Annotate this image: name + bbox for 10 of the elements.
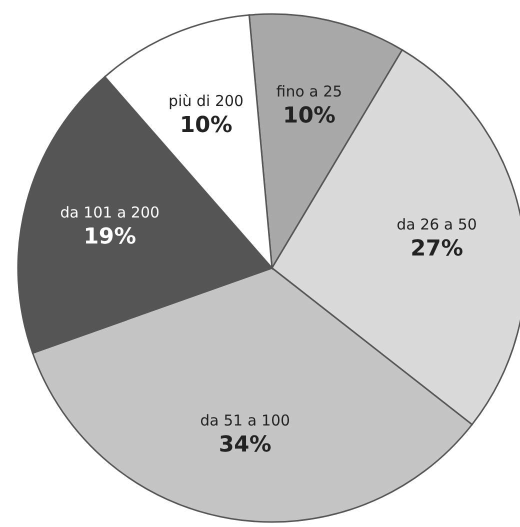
slice-label: da 101 a 200: [60, 204, 160, 222]
slice-label: da 26 a 50: [396, 215, 477, 234]
data-label: 10%: [282, 104, 336, 129]
slice-label: più di 200: [168, 92, 244, 110]
data-label: 34%: [218, 432, 272, 458]
data-label: 10%: [180, 112, 232, 138]
slice-label: fino a 25: [276, 82, 342, 101]
data-label: 27%: [410, 236, 464, 262]
slice-label: da 51 a 100: [200, 411, 290, 430]
data-label: 19%: [83, 224, 136, 250]
